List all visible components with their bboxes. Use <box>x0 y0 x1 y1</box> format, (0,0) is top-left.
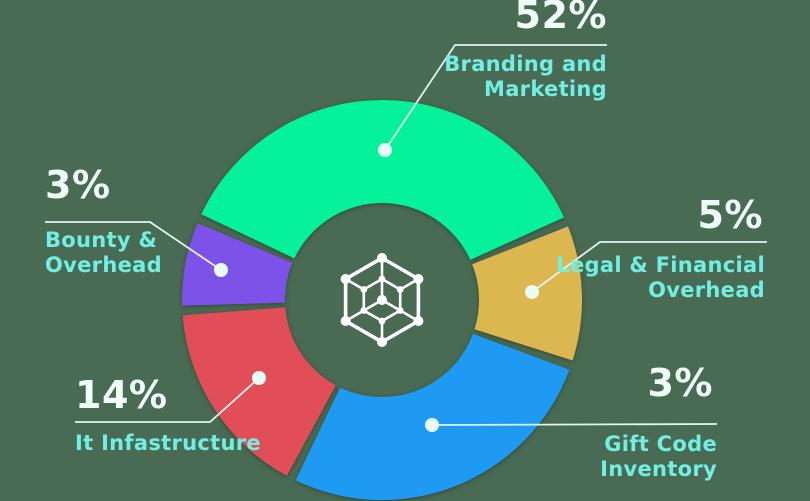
leader-line-gift-code-inventory <box>431 423 718 426</box>
donut-slice-bounty-overhead <box>182 223 293 306</box>
donut-slice-it-infastructure <box>182 307 336 476</box>
donut-slice-gift-code-inventory <box>295 333 570 501</box>
percent-gift-code-inventory: 3% <box>647 361 713 405</box>
leader-line-it-infastructure <box>75 377 260 423</box>
percent-it-infastructure: 14% <box>75 373 168 417</box>
leader-line-bounty-overhead <box>45 221 222 271</box>
leader-line-branding-and-marketing <box>384 44 607 151</box>
percent-branding-and-marketing: 52% <box>514 0 607 37</box>
network-cube-icon <box>340 253 424 347</box>
percent-legal-financial-overhead: 5% <box>697 193 763 237</box>
label-gift-code-inventory: Gift Code Inventory <box>600 432 717 481</box>
leader-line-legal-financial-overhead <box>531 241 767 293</box>
label-legal-financial-overhead: Legal & Financial Overhead <box>556 253 765 302</box>
slice-dot-branding-and-marketing <box>378 143 392 157</box>
slice-dot-gift-code-inventory <box>425 418 439 432</box>
slice-dot-bounty-overhead <box>214 263 228 277</box>
label-it-infastructure: It Infastructure <box>75 431 261 455</box>
donut-slices <box>182 100 582 501</box>
percent-bounty-overhead: 3% <box>45 163 111 207</box>
slice-dot-it-infastructure <box>252 371 266 385</box>
donut-slice-branding-and-marketing <box>201 100 565 260</box>
label-branding-and-marketing: Branding and Marketing <box>444 52 607 101</box>
label-bounty-overhead: Bounty & Overhead <box>45 228 162 277</box>
slice-dot-legal-financial-overhead <box>525 285 539 299</box>
